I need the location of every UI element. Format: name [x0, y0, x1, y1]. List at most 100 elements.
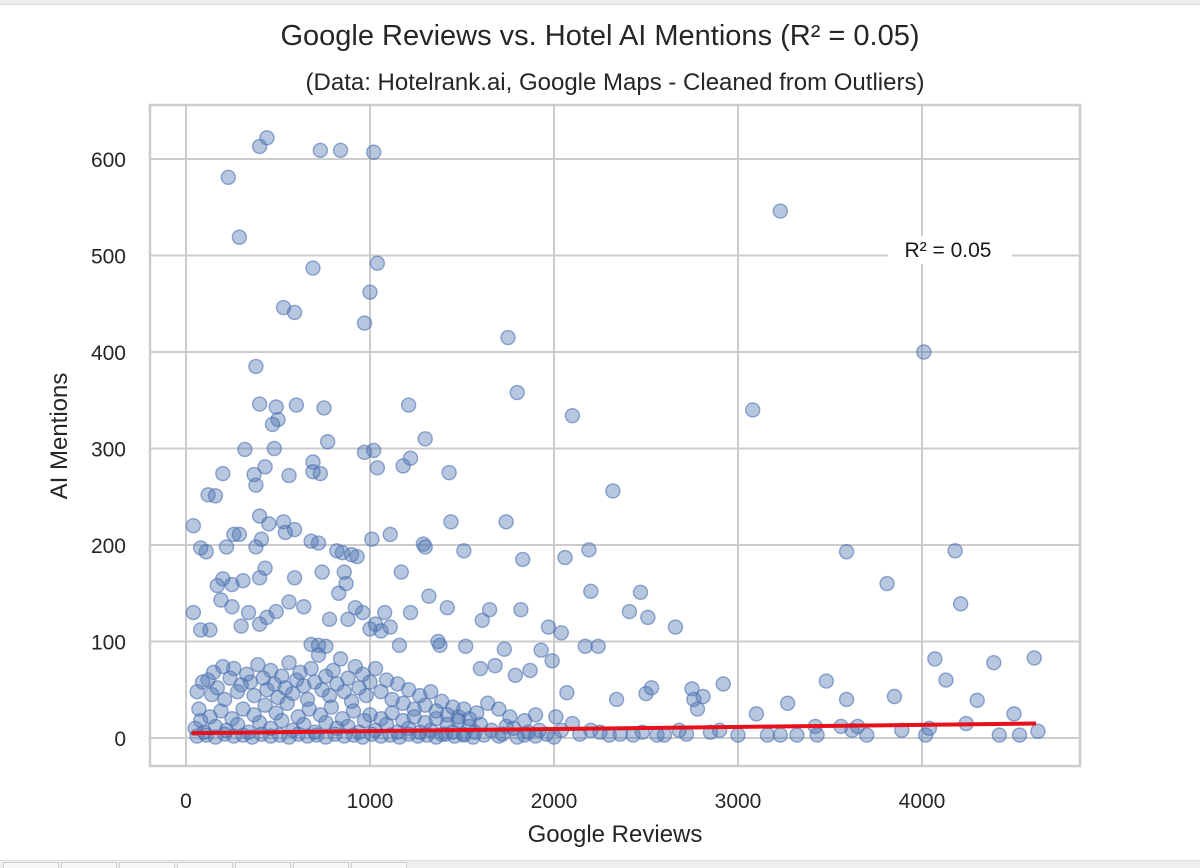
bottom-tab[interactable]	[235, 862, 291, 868]
y-tick-label: 200	[91, 535, 126, 558]
y-tick-label: 300	[91, 439, 126, 462]
data-point	[522, 662, 538, 679]
chart-title: Google Reviews vs. Hotel AI Mentions (R²…	[280, 20, 919, 52]
data-point	[402, 604, 419, 621]
data-point	[340, 670, 356, 686]
data-points	[185, 130, 1046, 745]
data-point	[465, 729, 481, 745]
window-top-edge	[0, 0, 1200, 5]
data-point	[323, 699, 340, 715]
y-tick-label: 0	[114, 728, 126, 751]
data-point	[377, 604, 393, 621]
data-point	[553, 625, 570, 641]
data-point	[952, 596, 969, 612]
data-point	[261, 516, 277, 532]
plot-frame	[148, 103, 1082, 768]
data-point	[838, 691, 855, 708]
bottom-tab[interactable]	[293, 862, 349, 868]
data-point	[193, 712, 209, 729]
data-point	[818, 673, 835, 689]
data-point	[356, 444, 373, 461]
data-point	[605, 483, 621, 499]
bottom-tab[interactable]	[177, 862, 233, 868]
data-point	[441, 464, 457, 481]
data-point	[548, 709, 564, 725]
data-point	[369, 255, 386, 271]
y-tick-label: 400	[91, 342, 126, 365]
x-tick-label: 4000	[899, 790, 946, 813]
data-point	[649, 727, 665, 743]
data-point	[198, 544, 214, 560]
data-point	[270, 411, 286, 428]
data-point	[273, 712, 290, 729]
data-point	[686, 691, 702, 708]
data-point	[423, 683, 439, 700]
data-point	[809, 727, 825, 743]
data-point	[391, 637, 408, 654]
data-point	[472, 660, 489, 677]
r-squared-label: R² = 0.05	[905, 239, 992, 262]
data-point	[500, 329, 516, 346]
data-point	[185, 518, 202, 534]
data-point	[621, 603, 638, 620]
data-point	[213, 703, 229, 719]
data-point	[886, 688, 903, 705]
data-point	[319, 434, 336, 450]
data-point	[481, 601, 498, 618]
data-point	[268, 399, 284, 415]
data-point	[695, 688, 711, 705]
data-point	[421, 588, 437, 604]
data-point	[231, 229, 248, 245]
data-point	[393, 564, 409, 580]
data-point	[305, 260, 321, 276]
data-point	[367, 660, 384, 677]
data-point	[1011, 727, 1028, 743]
x-tick-label: 2000	[531, 790, 578, 813]
data-point	[581, 542, 597, 558]
data-point	[288, 397, 305, 413]
data-point	[1026, 650, 1042, 666]
data-point	[559, 684, 575, 701]
data-point	[730, 727, 746, 743]
data-point	[474, 612, 490, 628]
data-point	[356, 315, 373, 331]
data-point	[290, 709, 306, 725]
bottom-tab[interactable]	[61, 862, 117, 868]
data-point	[748, 706, 765, 722]
bottom-tab[interactable]	[3, 862, 59, 868]
data-point	[216, 691, 233, 708]
data-point	[248, 539, 264, 555]
data-point	[251, 138, 268, 155]
axis-ticks: 0 1000 2000 3000 4000 0 100 200 300 400 500 600	[91, 149, 945, 813]
data-point	[513, 601, 529, 618]
data-point	[382, 526, 398, 543]
data-point	[364, 531, 380, 547]
data-point	[358, 687, 375, 704]
grid	[150, 105, 1080, 766]
data-point	[226, 526, 242, 543]
data-point	[251, 616, 268, 632]
data-point	[218, 539, 235, 555]
data-point	[859, 727, 875, 743]
trend-line	[191, 721, 1037, 736]
data-point	[226, 660, 242, 677]
bottom-tab[interactable]	[119, 862, 175, 868]
x-axis-label: Google Reviews	[528, 821, 703, 848]
data-point	[349, 548, 365, 565]
data-point	[314, 564, 330, 580]
data-point	[321, 687, 338, 704]
data-point	[469, 705, 485, 721]
data-point	[373, 623, 389, 639]
data-point	[205, 664, 222, 681]
x-tick-label: 0	[180, 790, 192, 813]
bottom-tab[interactable]	[351, 862, 407, 868]
data-point	[838, 544, 855, 560]
window-bottom-bar	[0, 860, 1200, 868]
data-point	[496, 641, 513, 657]
data-point	[789, 727, 805, 743]
data-point	[879, 575, 895, 592]
data-point	[356, 712, 373, 729]
data-point	[334, 711, 351, 727]
data-point	[193, 622, 209, 638]
data-point	[310, 647, 327, 663]
